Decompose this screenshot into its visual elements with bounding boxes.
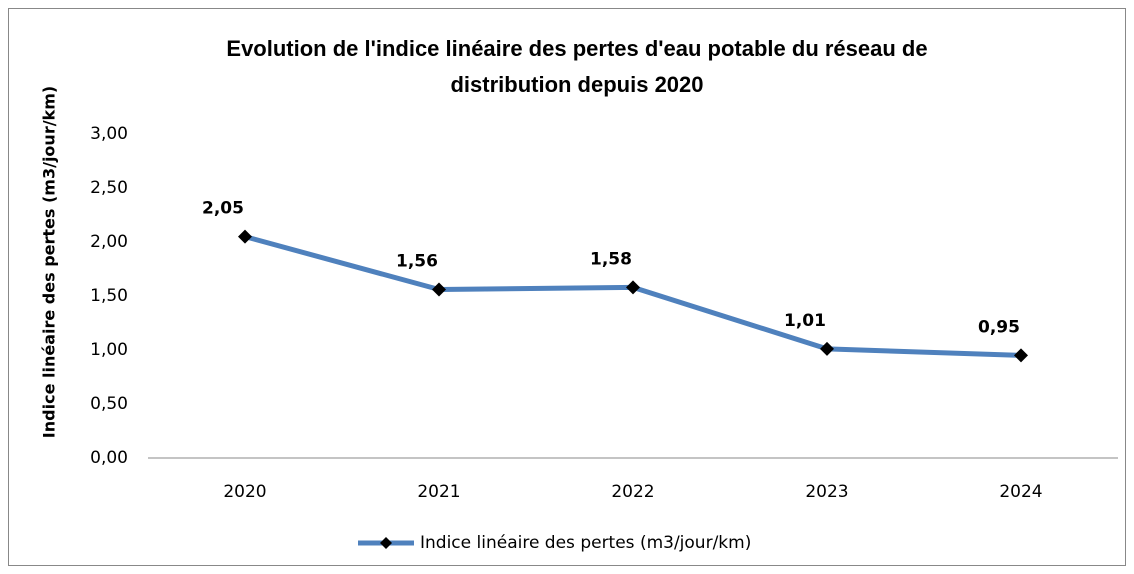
x-tick-label: 2020 — [223, 482, 266, 502]
marker — [432, 282, 446, 297]
marker — [820, 341, 834, 356]
data-label: 1,01 — [784, 311, 826, 331]
y-tick-label: 2,50 — [90, 178, 128, 198]
title-line: Evolution de l'indice linéaire des perte… — [226, 36, 927, 61]
data-label: 0,95 — [978, 317, 1020, 337]
legend-marker — [380, 537, 392, 549]
y-tick-label: 2,00 — [90, 232, 128, 252]
y-tick-label: 3,00 — [90, 124, 128, 144]
data-label: 1,58 — [590, 249, 632, 269]
title-line: distribution depuis 2020 — [450, 72, 703, 97]
x-tick-label: 2023 — [805, 482, 848, 502]
y-tick-label: 0,00 — [90, 448, 128, 468]
legend-label: Indice linéaire des pertes (m3/jour/km) — [420, 533, 751, 553]
marker — [1014, 348, 1028, 363]
y-axis-title: Indice linéaire des pertes (m3/jour/km) — [40, 86, 59, 438]
data-label: 2,05 — [202, 199, 244, 219]
x-tick-label: 2022 — [611, 482, 654, 502]
x-tick-label: 2024 — [999, 482, 1042, 502]
y-tick-label: 1,00 — [90, 340, 128, 360]
data-label: 1,56 — [396, 252, 438, 272]
y-tick-label: 0,50 — [90, 394, 128, 414]
y-tick-label: 1,50 — [90, 286, 128, 306]
x-tick-label: 2021 — [417, 482, 460, 502]
chart-title: Evolution de l'indice linéaire des perte… — [226, 36, 927, 97]
marker — [238, 229, 252, 244]
marker — [626, 280, 640, 295]
